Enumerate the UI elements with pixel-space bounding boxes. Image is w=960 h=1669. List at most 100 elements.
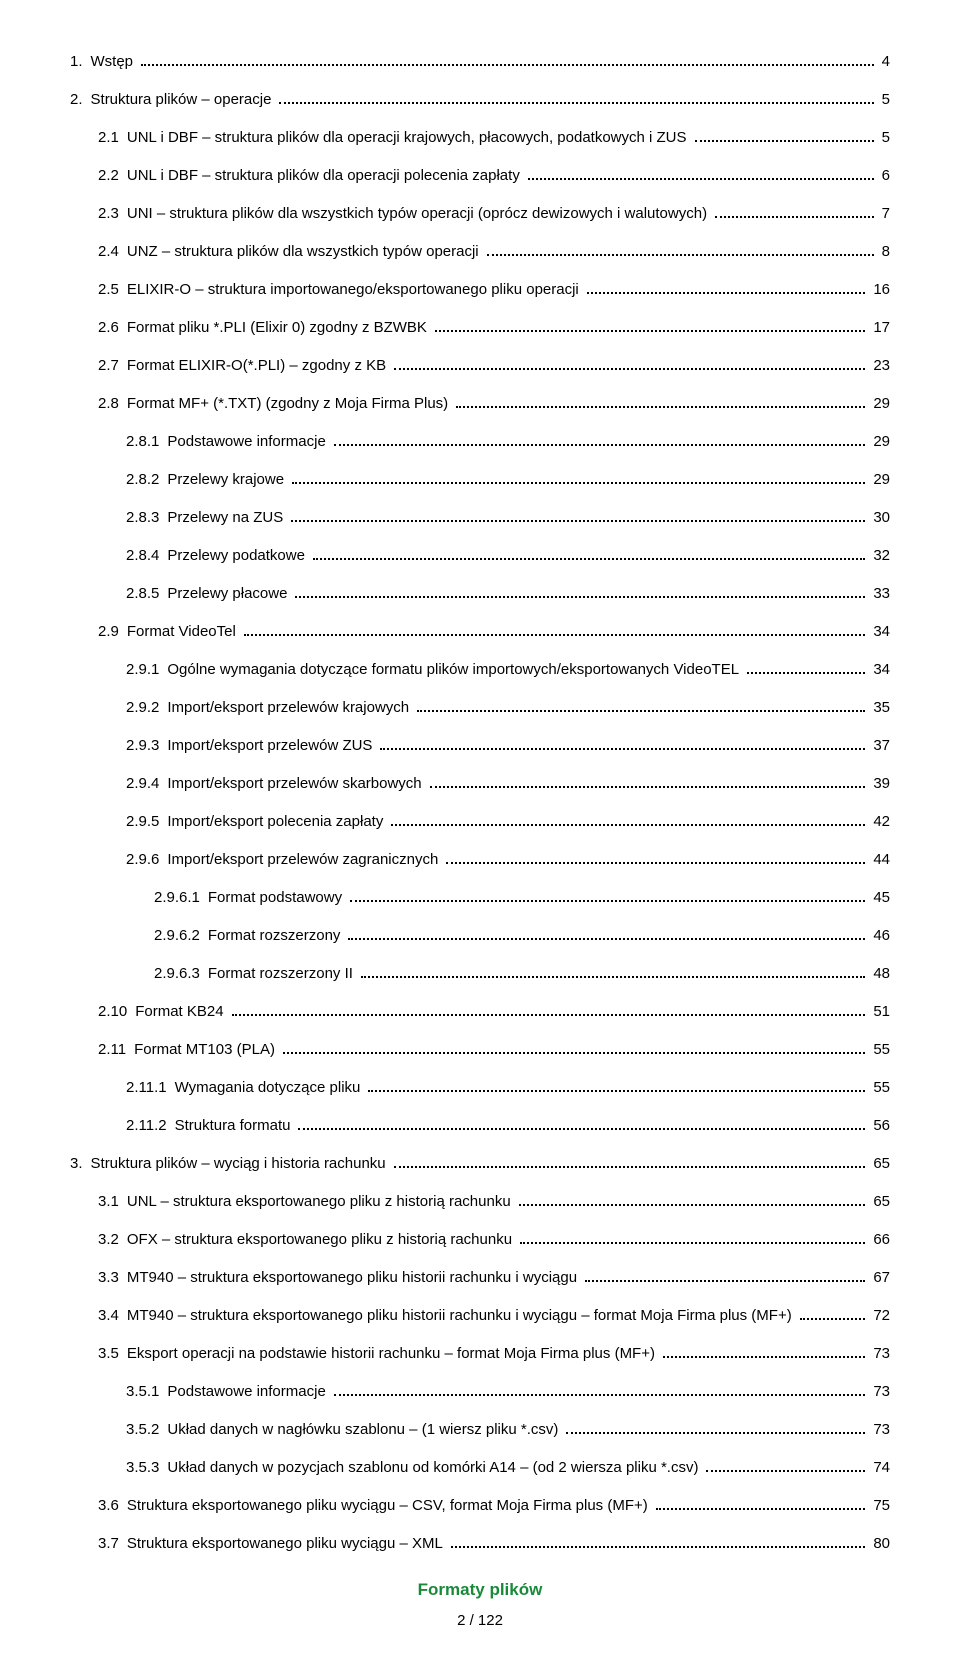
toc-entry[interactable]: 2.5ELIXIR-O – struktura importowanego/ek… — [70, 278, 890, 302]
toc-entry-title: Format VideoTel — [127, 620, 240, 644]
toc-entry[interactable]: 2.11.2Struktura formatu56 — [70, 1114, 890, 1138]
toc-entry[interactable]: 2.9Format VideoTel34 — [70, 620, 890, 644]
toc-entry-page: 55 — [869, 1076, 890, 1100]
toc-entry[interactable]: 2.9.6.3Format rozszerzony II48 — [70, 962, 890, 986]
toc-entry-title: Struktura plików – wyciąg i historia rac… — [91, 1152, 390, 1176]
toc-leader-dots — [141, 51, 874, 67]
toc-entry[interactable]: 2.9.6.2Format rozszerzony46 — [70, 924, 890, 948]
toc-entry-title: Wymagania dotyczące pliku — [175, 1076, 365, 1100]
toc-entry[interactable]: 3.6Struktura eksportowanego pliku wyciąg… — [70, 1494, 890, 1518]
toc-entry[interactable]: 2.6Format pliku *.PLI (Elixir 0) zgodny … — [70, 316, 890, 340]
toc-entry-page: 46 — [869, 924, 890, 948]
toc-leader-dots — [446, 849, 865, 865]
toc-entry-number: 3.1 — [98, 1190, 127, 1214]
toc-entry-title: Format ELIXIR-O(*.PLI) – zgodny z KB — [127, 354, 390, 378]
toc-entry[interactable]: 2.8.2Przelewy krajowe29 — [70, 468, 890, 492]
toc-entry-number: 2.2 — [98, 164, 127, 188]
toc-entry-title: Podstawowe informacje — [167, 430, 329, 454]
toc-entry-title: Układ danych w pozycjach szablonu od kom… — [167, 1456, 702, 1480]
toc-entry-title: UNL i DBF – struktura plików dla operacj… — [127, 126, 691, 150]
toc-entry-title: Format rozszerzony — [208, 924, 345, 948]
toc-entry[interactable]: 3.3MT940 – struktura eksportowanego plik… — [70, 1266, 890, 1290]
toc-entry[interactable]: 2.8.3Przelewy na ZUS30 — [70, 506, 890, 530]
toc-entry[interactable]: 2.9.6Import/eksport przelewów zagraniczn… — [70, 848, 890, 872]
toc-entry[interactable]: 3.2OFX – struktura eksportowanego pliku … — [70, 1228, 890, 1252]
toc-entry-title: UNL – struktura eksportowanego pliku z h… — [127, 1190, 515, 1214]
toc-entry-number: 2.9.2 — [126, 696, 167, 720]
toc-entry-title: Import/eksport polecenia zapłaty — [167, 810, 387, 834]
toc-entry[interactable]: 3.5.1Podstawowe informacje73 — [70, 1380, 890, 1404]
toc-entry[interactable]: 3.4MT940 – struktura eksportowanego plik… — [70, 1304, 890, 1328]
toc-leader-dots — [451, 1533, 865, 1549]
toc-entry-number: 2. — [70, 88, 91, 112]
toc-entry[interactable]: 2.9.2Import/eksport przelewów krajowych3… — [70, 696, 890, 720]
toc-entry-page: 34 — [869, 620, 890, 644]
toc-entry-title: Struktura eksportowanego pliku wyciągu –… — [127, 1494, 652, 1518]
toc-leader-dots — [244, 621, 866, 637]
toc-leader-dots — [663, 1343, 865, 1359]
toc-leader-dots — [350, 887, 865, 903]
toc-entry-page: 23 — [869, 354, 890, 378]
toc-entry-page: 66 — [869, 1228, 890, 1252]
toc-entry-number: 2.7 — [98, 354, 127, 378]
toc-entry-title: Import/eksport przelewów skarbowych — [167, 772, 425, 796]
toc-entry-number: 3.6 — [98, 1494, 127, 1518]
toc-entry[interactable]: 2.8.1Podstawowe informacje29 — [70, 430, 890, 454]
toc-entry[interactable]: 3.5.2Układ danych w nagłówku szablonu – … — [70, 1418, 890, 1442]
toc-entry[interactable]: 2.9.1Ogólne wymagania dotyczące formatu … — [70, 658, 890, 682]
toc-entry-number: 2.8 — [98, 392, 127, 416]
toc-entry-number: 2.9.4 — [126, 772, 167, 796]
toc-entry[interactable]: 2.1UNL i DBF – struktura plików dla oper… — [70, 126, 890, 150]
toc-entry[interactable]: 3.7Struktura eksportowanego pliku wyciąg… — [70, 1532, 890, 1556]
toc-entry-number: 2.8.3 — [126, 506, 167, 530]
toc-entry[interactable]: 2.8.4Przelewy podatkowe32 — [70, 544, 890, 568]
toc-entry[interactable]: 2.11Format MT103 (PLA)55 — [70, 1038, 890, 1062]
toc-entry-page: 17 — [869, 316, 890, 340]
toc-entry[interactable]: 2.8Format MF+ (*.TXT) (zgodny z Moja Fir… — [70, 392, 890, 416]
toc-entry-title: Przelewy płacowe — [167, 582, 291, 606]
toc-entry-title: Import/eksport przelewów krajowych — [167, 696, 413, 720]
toc-entry[interactable]: 3.5Eksport operacji na podstawie histori… — [70, 1342, 890, 1366]
toc-entry-page: 65 — [869, 1190, 890, 1214]
toc-entry[interactable]: 2.7Format ELIXIR-O(*.PLI) – zgodny z KB 2… — [70, 354, 890, 378]
toc-entry[interactable]: 2.9.5Import/eksport polecenia zapłaty42 — [70, 810, 890, 834]
toc-entry[interactable]: 2.9.4Import/eksport przelewów skarbowych… — [70, 772, 890, 796]
toc-leader-dots — [656, 1495, 866, 1511]
toc-entry-number: 2.9.5 — [126, 810, 167, 834]
toc-entry-page: 30 — [869, 506, 890, 530]
toc-entry-number: 2.10 — [98, 1000, 135, 1024]
toc-entry[interactable]: 2.9.6.1Format podstawowy45 — [70, 886, 890, 910]
toc-entry[interactable]: 2.Struktura plików – operacje5 — [70, 88, 890, 112]
toc-leader-dots — [585, 1267, 865, 1283]
toc-entry-page: 73 — [869, 1380, 890, 1404]
toc-leader-dots — [295, 583, 865, 599]
toc-entry-page: 65 — [869, 1152, 890, 1176]
toc-entry[interactable]: 2.4UNZ – struktura plików dla wszystkich… — [70, 240, 890, 264]
toc-entry-number: 2.9.1 — [126, 658, 167, 682]
toc-entry-title: OFX – struktura eksportowanego pliku z h… — [127, 1228, 516, 1252]
toc-entry[interactable]: 1.Wstęp4 — [70, 50, 890, 74]
toc-leader-dots — [394, 1153, 866, 1169]
toc-entry[interactable]: 2.11.1Wymagania dotyczące pliku55 — [70, 1076, 890, 1100]
toc-entry-page: 5 — [878, 126, 890, 150]
toc-entry[interactable]: 2.10Format KB2451 — [70, 1000, 890, 1024]
toc-leader-dots — [715, 203, 874, 219]
toc-leader-dots — [430, 773, 866, 789]
toc-entry-number: 3.3 — [98, 1266, 127, 1290]
toc-entry[interactable]: 2.3UNI – struktura plików dla wszystkich… — [70, 202, 890, 226]
toc-leader-dots — [587, 279, 866, 295]
toc-entry[interactable]: 3.Struktura plików – wyciąg i historia r… — [70, 1152, 890, 1176]
toc-entry[interactable]: 3.5.3Układ danych w pozycjach szablonu o… — [70, 1456, 890, 1480]
toc-entry-title: Struktura formatu — [175, 1114, 295, 1138]
toc-entry-number: 2.11 — [98, 1038, 134, 1062]
toc-entry-title: Struktura eksportowanego pliku wyciągu –… — [127, 1532, 447, 1556]
toc-entry[interactable]: 2.2UNL i DBF – struktura plików dla oper… — [70, 164, 890, 188]
toc-entry-page: 29 — [869, 430, 890, 454]
toc-entry[interactable]: 2.8.5Przelewy płacowe33 — [70, 582, 890, 606]
toc-entry-number: 3.4 — [98, 1304, 127, 1328]
toc-entry[interactable]: 2.9.3Import/eksport przelewów ZUS37 — [70, 734, 890, 758]
toc-leader-dots — [417, 697, 865, 713]
toc-entry[interactable]: 3.1UNL – struktura eksportowanego pliku … — [70, 1190, 890, 1214]
toc-entry-number: 2.9.6.1 — [154, 886, 208, 910]
toc-entry-title: Przelewy krajowe — [167, 468, 288, 492]
